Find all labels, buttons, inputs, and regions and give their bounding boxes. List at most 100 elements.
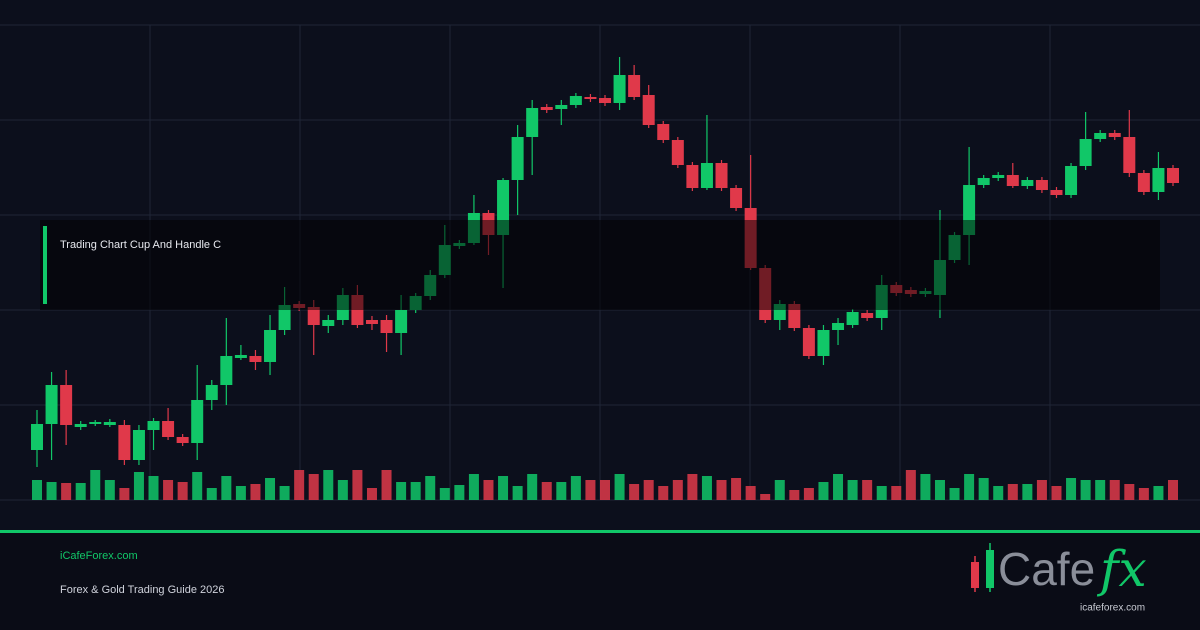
- volume-bar: [46, 482, 57, 500]
- volume-bar: [381, 470, 392, 500]
- candle-body: [1108, 133, 1121, 137]
- volume-bar: [454, 485, 465, 500]
- volume-bar: [1153, 486, 1164, 500]
- candle-body: [1065, 166, 1078, 195]
- candle-body: [322, 320, 335, 326]
- candle-body: [249, 356, 262, 362]
- candle-body: [992, 175, 1005, 178]
- volume-bar: [891, 486, 902, 500]
- candle-body: [846, 312, 859, 325]
- volume-bar: [731, 478, 742, 500]
- volume-bar: [847, 480, 858, 500]
- candle-body: [45, 385, 58, 424]
- volume-bar: [498, 476, 509, 500]
- volume-bar: [658, 486, 669, 500]
- volume-bar: [1109, 480, 1120, 500]
- volume-bar: [789, 490, 800, 500]
- candle-body: [671, 140, 684, 165]
- volume-bar: [265, 478, 276, 500]
- candle-body: [234, 355, 247, 358]
- candle-body: [715, 163, 728, 188]
- volume-bar: [148, 476, 159, 500]
- volume-bar: [643, 480, 654, 500]
- candle-body: [861, 313, 874, 318]
- volume-bar: [978, 478, 989, 500]
- logo-word: Cafe: [998, 543, 1095, 595]
- volume-bar: [687, 474, 698, 500]
- candle-body: [278, 305, 291, 330]
- volume-bar: [585, 480, 596, 500]
- candle-body: [599, 98, 611, 103]
- volume-bar: [468, 474, 479, 500]
- candle-body: [307, 307, 320, 325]
- volume-bar: [308, 474, 319, 500]
- volume-bar: [949, 488, 960, 500]
- volume-bar: [905, 470, 916, 500]
- overlay-title: Trading Chart Cup And Handle C: [60, 239, 221, 251]
- candle-body: [700, 163, 713, 188]
- candle-body: [264, 330, 277, 362]
- volume-bar: [323, 470, 334, 500]
- volume-bar: [600, 480, 610, 500]
- candle-body: [730, 188, 743, 208]
- volume-bar: [556, 482, 567, 500]
- volume-bar: [221, 476, 232, 500]
- volume-bar: [527, 474, 538, 500]
- candle-body: [1152, 168, 1165, 192]
- candle-body: [380, 320, 393, 333]
- candle-body: [584, 97, 597, 99]
- candle-body: [642, 95, 655, 125]
- candle-body: [657, 124, 670, 140]
- candle-body: [1123, 137, 1136, 173]
- volume-bar: [294, 470, 305, 500]
- volume-bar: [512, 486, 523, 500]
- volume-bar: [235, 486, 246, 500]
- volume-bar: [1168, 480, 1178, 500]
- candle-body: [1006, 175, 1019, 186]
- logo-accent: fx: [1096, 540, 1147, 598]
- candle-body: [555, 105, 568, 109]
- footer-line: [0, 530, 1200, 533]
- candle-body: [1021, 180, 1034, 186]
- volume-bar: [745, 486, 756, 500]
- candle-body: [89, 422, 102, 424]
- candle-body: [74, 424, 87, 427]
- volume-bar: [206, 488, 217, 500]
- candle-body: [395, 310, 408, 333]
- volume-bar: [483, 480, 494, 500]
- volume-bar: [920, 474, 931, 500]
- volume-bar: [90, 470, 101, 500]
- volume-bar: [964, 474, 975, 500]
- volume-bar: [629, 484, 640, 500]
- volume-bar: [439, 488, 450, 500]
- candle-body: [147, 421, 160, 430]
- volume-bar: [425, 476, 436, 500]
- volume-bar: [410, 482, 421, 500]
- volume-bar: [352, 470, 363, 500]
- volume-bar: [716, 480, 727, 500]
- volume-bar: [1095, 480, 1106, 500]
- subtitle: Forex & Gold Trading Guide 2026: [60, 584, 224, 596]
- volume-bar: [1080, 480, 1091, 500]
- candle-body: [205, 385, 218, 400]
- volume-bar: [337, 480, 348, 500]
- candle-body: [511, 137, 524, 180]
- volume-bar: [541, 482, 552, 500]
- candle-body: [1094, 133, 1107, 139]
- candle-body: [802, 328, 815, 356]
- volume-bar: [803, 488, 814, 500]
- logo: Cafe fx icafeforex.com: [971, 540, 1147, 614]
- candle-body: [1079, 139, 1092, 166]
- volume-bar: [104, 480, 115, 500]
- volume-bar: [833, 474, 844, 500]
- candle-body: [132, 430, 145, 460]
- candle-body: [1050, 190, 1063, 195]
- overlay-accent: [43, 226, 47, 304]
- candle-body: [817, 330, 830, 356]
- volume-bar: [934, 480, 945, 500]
- volume-bar: [119, 488, 130, 500]
- volume-bar: [876, 486, 887, 500]
- candle-body: [1137, 173, 1150, 192]
- volume-bar: [862, 480, 873, 500]
